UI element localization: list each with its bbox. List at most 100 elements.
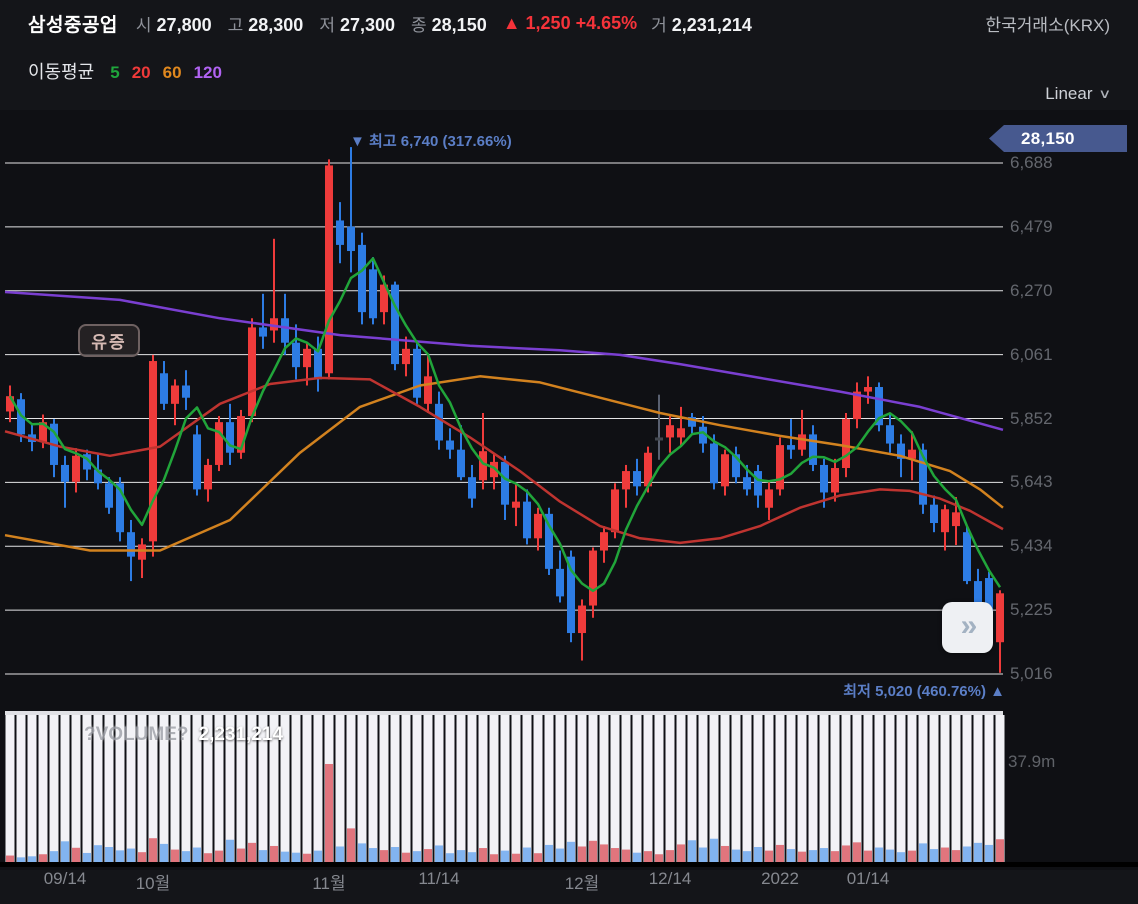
volume-bar bbox=[633, 852, 641, 862]
candle-body bbox=[743, 477, 751, 490]
volume-bar bbox=[490, 854, 498, 862]
x-axis-label: 12/14 bbox=[648, 869, 692, 888]
volume-bar bbox=[226, 839, 234, 862]
y-axis-label: 6,688 bbox=[1010, 153, 1053, 172]
volume-bg-bar bbox=[412, 715, 422, 862]
candle-body bbox=[193, 434, 201, 490]
x-axis-label: 2022 bbox=[761, 869, 799, 888]
volume-bg-bar bbox=[49, 715, 59, 862]
volume-bar bbox=[578, 846, 586, 862]
volume-bg-bar bbox=[335, 715, 345, 862]
candle-body bbox=[644, 452, 652, 487]
ma5-line bbox=[8, 257, 1002, 593]
candle-body bbox=[875, 387, 883, 426]
candle-body bbox=[402, 348, 410, 365]
volume-bg-bar bbox=[159, 715, 169, 862]
candle-body bbox=[732, 454, 740, 478]
volume-bg-bar bbox=[269, 715, 279, 862]
candle-body bbox=[655, 437, 663, 441]
volume-bg-bar bbox=[709, 715, 719, 862]
volume-bg-bar bbox=[665, 715, 675, 862]
volume-bg-bar bbox=[16, 715, 26, 862]
volume-bg-bar bbox=[225, 715, 235, 862]
candle-body bbox=[501, 461, 509, 505]
volume-bar bbox=[446, 853, 454, 862]
candle-body bbox=[578, 605, 586, 634]
ma-legend-item-5[interactable]: 5 bbox=[110, 63, 120, 82]
x-axis-label: 01/14 bbox=[846, 869, 890, 888]
volume-bar bbox=[743, 851, 751, 862]
candle-body bbox=[633, 471, 641, 487]
candle-body bbox=[556, 568, 564, 597]
candle-body bbox=[39, 422, 47, 443]
volume-bg-bar bbox=[588, 715, 598, 862]
volume-value: 2,231,214 bbox=[671, 14, 752, 35]
volume-bg-bar bbox=[379, 715, 389, 862]
volume-bg-bar bbox=[940, 715, 950, 862]
candle-body bbox=[479, 451, 487, 481]
candle-body bbox=[446, 440, 454, 450]
volume-bg-bar bbox=[643, 715, 653, 862]
candle-body bbox=[754, 471, 762, 496]
volume-bg-bar bbox=[27, 715, 37, 862]
volume-bg-bar bbox=[951, 715, 961, 862]
volume-bg-bar bbox=[104, 715, 114, 862]
volume-bar bbox=[776, 844, 784, 862]
volume-bar bbox=[897, 852, 905, 862]
volume-bar bbox=[391, 847, 399, 862]
volume-bg-bar bbox=[863, 715, 873, 862]
volume-bar bbox=[182, 851, 190, 862]
volume-bar bbox=[644, 851, 652, 862]
volume-bar bbox=[985, 844, 993, 862]
volume-bar bbox=[842, 845, 850, 862]
volume-bar bbox=[666, 850, 674, 862]
ma-legend-item-20[interactable]: 20 bbox=[131, 63, 151, 82]
scale-selector[interactable]: Linear ∨ bbox=[1045, 84, 1112, 104]
candle-body bbox=[930, 504, 938, 524]
candle-body bbox=[776, 445, 784, 490]
volume-bar bbox=[479, 848, 487, 862]
x-axis-label: 11/14 bbox=[418, 869, 460, 888]
volume-bar bbox=[380, 850, 388, 862]
candle-body bbox=[545, 513, 553, 569]
volume-bg-bar bbox=[973, 715, 983, 862]
volume-bg-bar bbox=[258, 715, 268, 862]
candle-body bbox=[6, 396, 14, 412]
volume-bg-bar bbox=[500, 715, 510, 862]
volume-overlay-value: 2,231,214 bbox=[198, 724, 284, 745]
volume-bar bbox=[468, 852, 476, 862]
volume-bg-bar bbox=[170, 715, 180, 862]
volume-bar bbox=[534, 853, 542, 862]
volume-bar bbox=[292, 852, 300, 862]
jump-to-latest-button[interactable]: » bbox=[942, 602, 993, 653]
volume-bg-bar bbox=[599, 715, 609, 862]
ma-legend-item-120[interactable]: 120 bbox=[193, 63, 222, 82]
candle-body bbox=[314, 348, 322, 380]
volume-bg-bar bbox=[236, 715, 246, 862]
candle-body bbox=[589, 550, 597, 606]
volume-bar bbox=[347, 828, 355, 862]
candle-body bbox=[380, 284, 388, 313]
price-change: ▲ 1,250 +4.65% bbox=[502, 12, 638, 33]
volume-bg-bar bbox=[676, 715, 686, 862]
ma-legend-item-60[interactable]: 60 bbox=[162, 63, 182, 82]
rights-issue-badge[interactable]: 유증 bbox=[78, 324, 140, 357]
candle-body bbox=[303, 348, 311, 368]
volume-bg-bar bbox=[82, 715, 92, 862]
volume-bar bbox=[710, 838, 718, 862]
volume-bar bbox=[281, 851, 289, 862]
candle-body bbox=[182, 385, 190, 398]
volume-bg-bar bbox=[577, 715, 587, 862]
y-axis-label: 6,479 bbox=[1010, 216, 1053, 236]
header-bar: 삼성중공업 시 27,800 고 28,300 저 27,300 종 28,150 ▲ … bbox=[0, 0, 1138, 46]
volume-bar bbox=[996, 839, 1004, 862]
volume-bar bbox=[457, 850, 465, 862]
volume-bar bbox=[369, 848, 377, 862]
candle-body bbox=[116, 483, 124, 533]
scale-selector-label: Linear bbox=[1045, 84, 1093, 103]
candle-body bbox=[809, 434, 817, 465]
volume-bg-bar bbox=[137, 715, 147, 862]
volume-bg-bar bbox=[555, 715, 565, 862]
volume-bg-bar bbox=[742, 715, 752, 862]
